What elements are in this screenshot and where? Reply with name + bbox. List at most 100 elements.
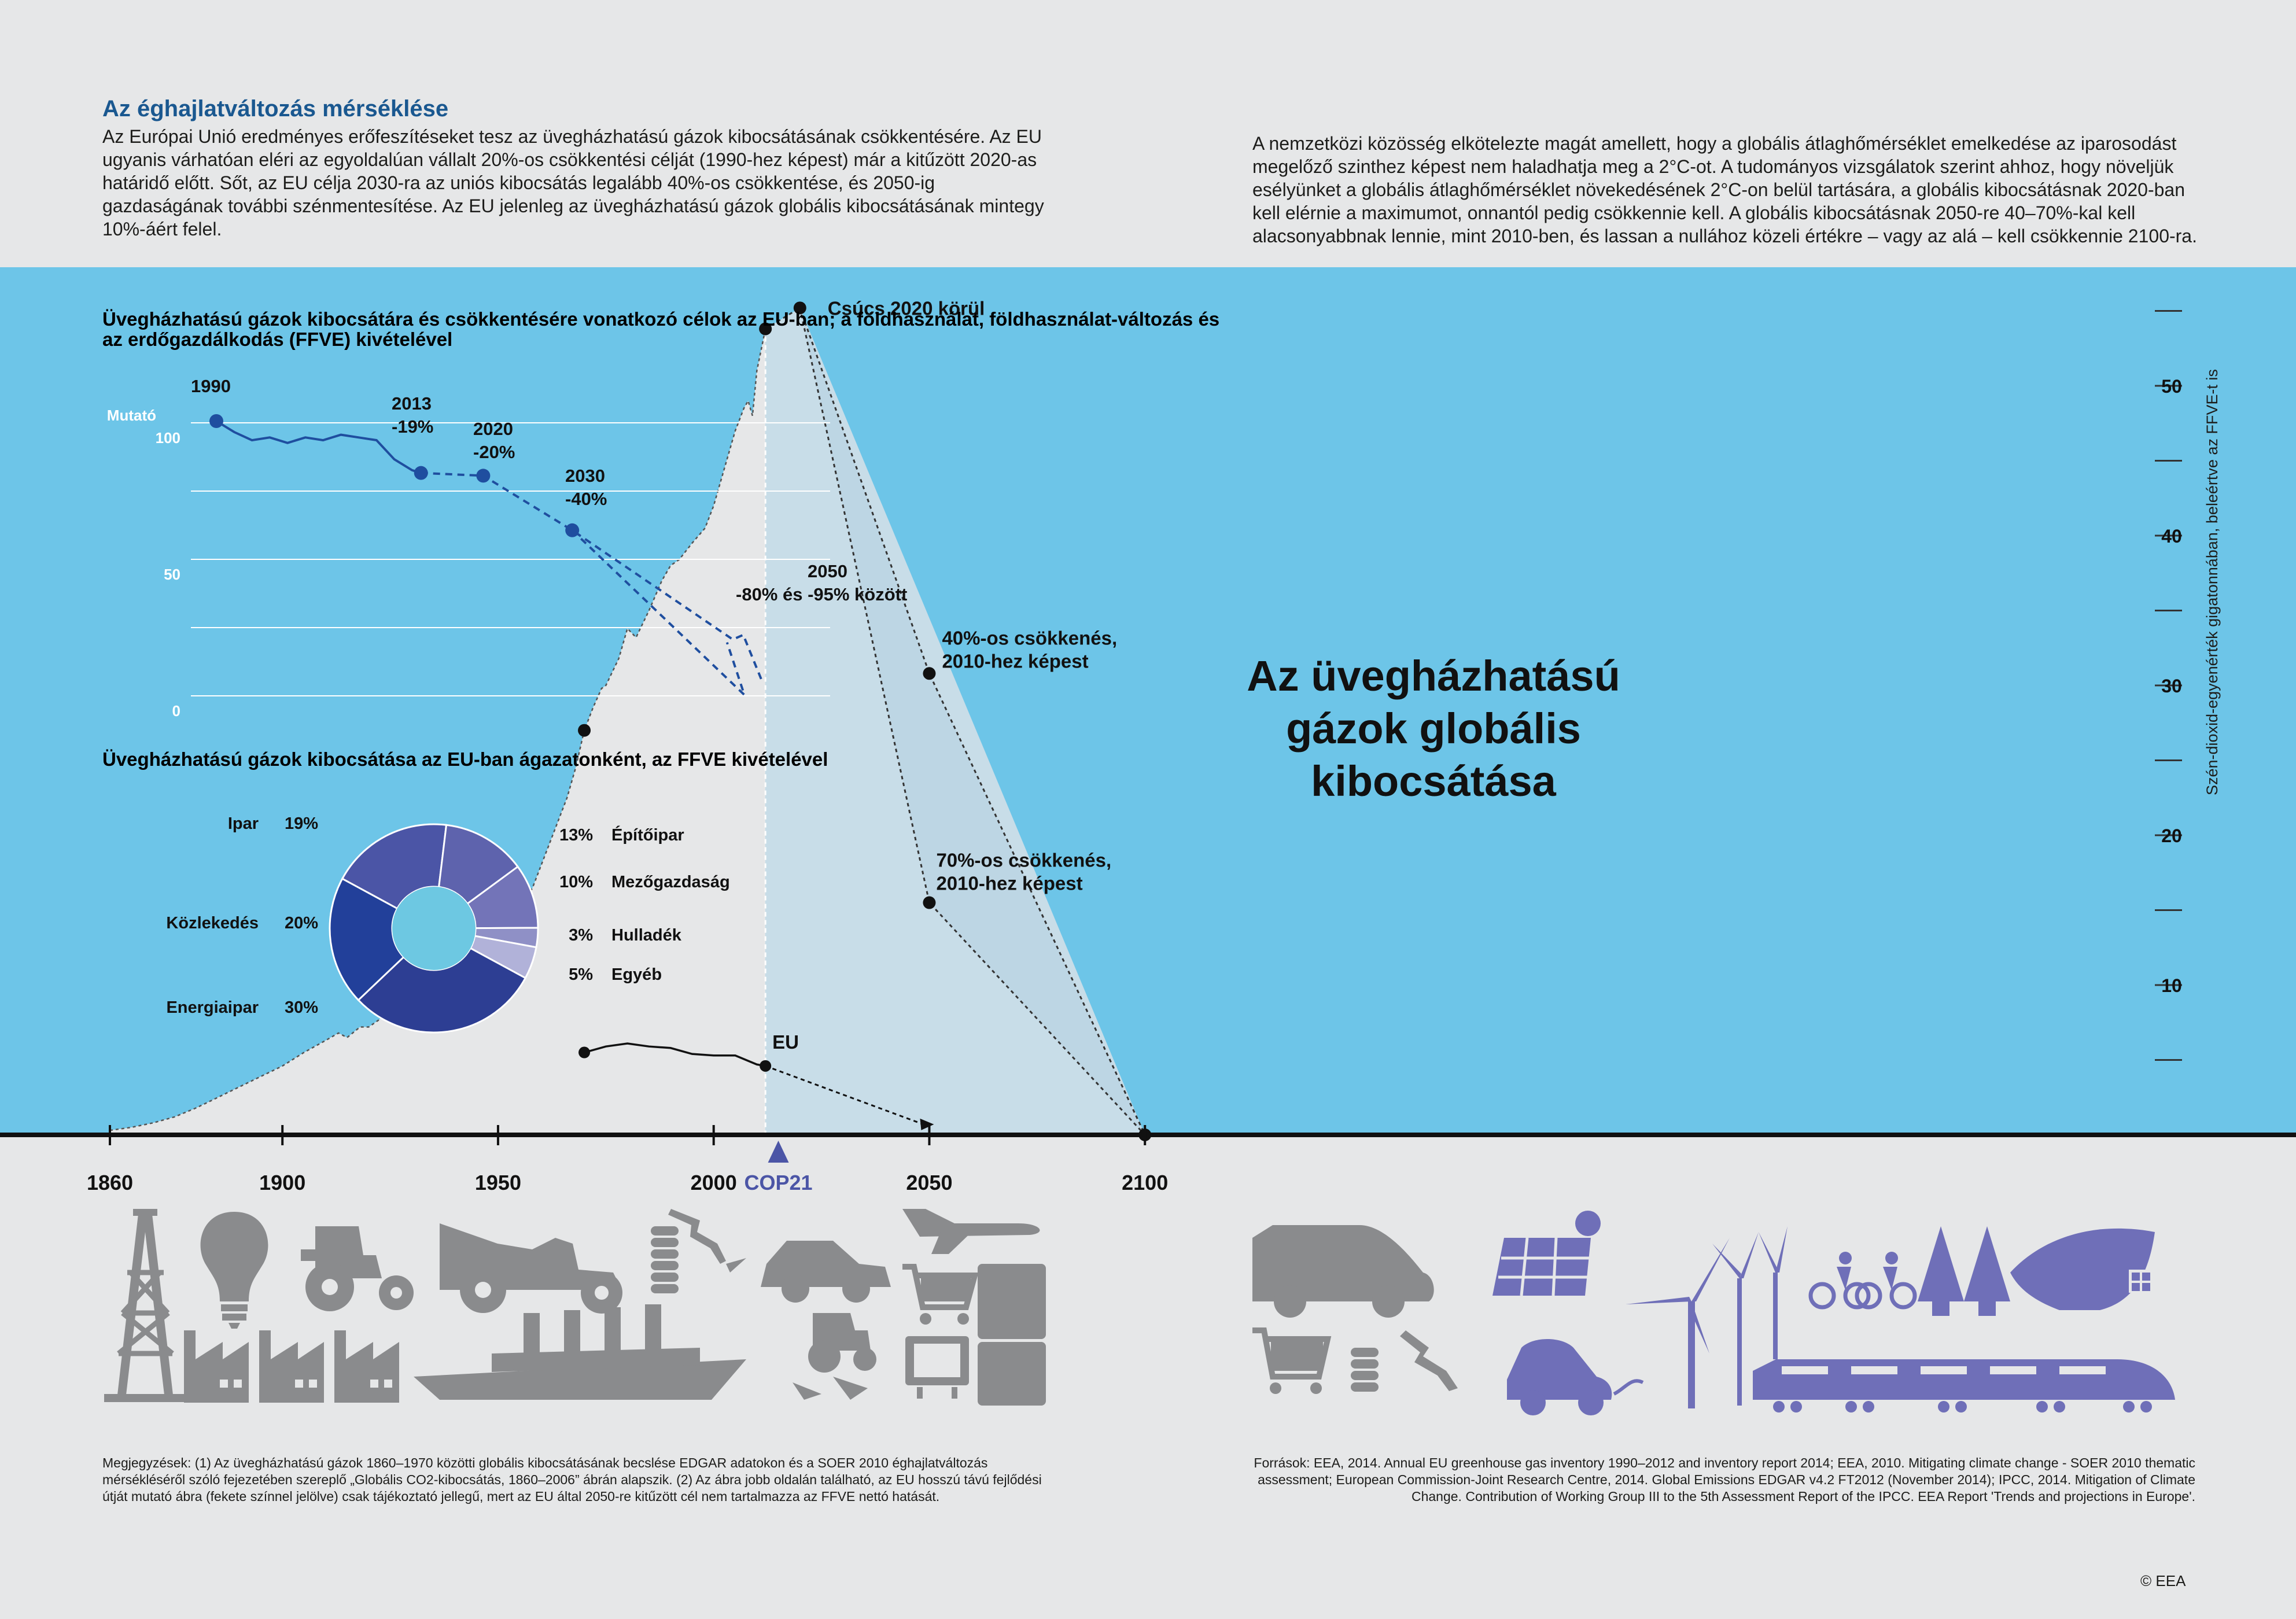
y-axis-tick-label: 20: [2161, 825, 2182, 846]
car-icon: [1252, 1225, 1434, 1318]
sector-value: 19%: [285, 814, 318, 833]
eu-targets-point: [414, 466, 428, 480]
eu-targets-dashed-path: [421, 471, 763, 696]
oil-derrick-icon: [104, 1209, 185, 1402]
wind-turbine-icon: [1626, 1226, 1788, 1408]
shopping-cart-icon: [902, 1264, 979, 1325]
projection-line: [765, 307, 1146, 1135]
annotation-label: 40%-os csökkenés,: [942, 627, 1117, 648]
eu-targets-label: 2050: [808, 561, 847, 581]
trees-icon: [1918, 1226, 2010, 1316]
eu-emissions-line: [584, 1042, 766, 1067]
y-axis-tick-label: 30: [2161, 676, 2182, 696]
eu-series: EU: [578, 1031, 934, 1130]
annotation-label: 2010-hez képest: [942, 650, 1088, 672]
eu-targets-label: 1990: [191, 376, 231, 396]
coins-icon: [651, 1209, 746, 1293]
eu-targets-label: -80% és -95% között: [736, 584, 907, 604]
eu-targets-ylabel: Mutató: [107, 407, 156, 424]
eu-targets-dashed-segment: [571, 529, 746, 696]
eu-targets-title: az erdőgazdálkodás (FFVE) kivételével: [102, 329, 452, 350]
television-icon: [905, 1336, 969, 1399]
y-axis-tick-label: 40: [2161, 526, 2182, 547]
annotation-label: Csúcs 2020 körül: [828, 297, 985, 319]
light-bulb-icon: [200, 1212, 268, 1329]
sector-name: Egyéb: [611, 965, 662, 984]
eu-start-point: [578, 1046, 591, 1059]
eu-targets-ytick: 50: [164, 566, 180, 583]
sector-name: Ipar: [228, 814, 259, 833]
sector-name: Energiaipar: [166, 998, 259, 1017]
car-icon: [761, 1241, 891, 1303]
x-axis-tick-label: 1860: [87, 1171, 133, 1194]
annotation-label: EU: [772, 1031, 799, 1053]
eu-targets-title: Üvegházhatású gázok kibocsátára és csökk…: [102, 308, 1219, 330]
sector-value: 10%: [559, 873, 593, 891]
donut-hole: [392, 887, 476, 970]
projection-line: [799, 308, 1146, 1136]
eu-targets-label: 2013: [392, 393, 432, 414]
train-icon: [1753, 1359, 2175, 1413]
shopping-cart-icon: [1252, 1327, 1332, 1394]
historical-icons: [104, 1209, 1046, 1406]
eu-targets-ytick: 0: [172, 702, 180, 720]
sector-value: 5%: [569, 965, 593, 984]
eu-targets-points: [209, 414, 580, 537]
x-axis-ticks: 1860 1900 1950 2000 2050 2100: [87, 1125, 1168, 1194]
eu-targets-grid: [191, 422, 830, 696]
refrigerator-icon: [978, 1264, 1046, 1406]
eu-targets-point: [209, 414, 223, 428]
intro-right-text: A nemzetközi közösség elkötelezte magát …: [1252, 133, 2197, 246]
cyclists-icon: [1808, 1252, 1917, 1310]
eu-targets-label: -19%: [392, 416, 433, 437]
eu-projection-arrow: [920, 1118, 934, 1130]
eu-targets-ytick: 100: [156, 429, 180, 447]
projection-point: [793, 301, 806, 315]
footnotes: Megjegyzések: (1) Az üvegházhatású gázok…: [102, 1455, 1042, 1504]
chart-title-line: kibocsátása: [1311, 757, 1557, 805]
eu-targets-yticks: 100 50 0: [156, 429, 180, 720]
eu-targets-dashed-segment: [421, 471, 763, 681]
solar-panel-icon: [1492, 1211, 1601, 1296]
future-icons: [1252, 1211, 2175, 1415]
y-axis-tick-label: 50: [2161, 376, 2182, 397]
airplane-icon: [902, 1209, 1040, 1254]
chart-title: Az üvegházhatású gázok globális kibocsát…: [1247, 652, 1620, 805]
eu-end-point: [760, 1060, 772, 1072]
sector-name: Mezőgazdaság: [611, 873, 730, 891]
projection-point: [578, 724, 591, 737]
sector-value: 30%: [285, 998, 318, 1017]
annotation-label: 2010-hez képest: [936, 873, 1082, 894]
eu-targets-point: [476, 469, 491, 483]
tractor-icon: [793, 1313, 876, 1400]
eu-targets-label: 2020: [473, 419, 513, 439]
annotation-label: 70%-os csökkenés,: [936, 850, 1111, 871]
historical-emissions-area: [110, 329, 766, 1135]
ship-icon: [414, 1304, 746, 1400]
projection-point: [923, 896, 936, 909]
sector-chart-title: Üvegházhatású gázok kibocsátása az EU-ba…: [102, 748, 828, 770]
sector-value: 13%: [559, 826, 593, 844]
projection-point: [923, 667, 936, 680]
eu-targets-chart: Üvegházhatású gázok kibocsátára és csökk…: [102, 308, 1219, 720]
chart-title-line: gázok globális: [1286, 705, 1581, 753]
y-axis-title: Szén-dioxid-egyenérték gigatonnában, bel…: [2203, 369, 2221, 795]
electric-car-icon: [1507, 1339, 1644, 1415]
intro-right: A nemzetközi közösség elkötelezte magát …: [1252, 132, 2213, 248]
intro-left-text: Az Európai Unió eredményes erőfeszítések…: [102, 126, 1044, 239]
sector-donut: [329, 823, 539, 1034]
y-axis-tick-label: 10: [2161, 975, 2182, 996]
leaf-house-icon: [2010, 1228, 2155, 1310]
x-axis-tick-label: 2050: [906, 1171, 952, 1194]
sources: Források: EEA, 2014. Annual EU greenhous…: [1254, 1455, 2195, 1504]
sector-name: Hulladék: [611, 926, 682, 945]
eu-projection-line: [765, 1065, 924, 1126]
sector-name: Közlekedés: [166, 914, 259, 932]
chart-title-line: Az üvegházhatású: [1247, 652, 1620, 700]
eu-targets-actual-line: [215, 420, 422, 474]
x-axis-tick-label: 1900: [259, 1171, 305, 1194]
sector-value: 20%: [285, 914, 318, 932]
sector-value: 3%: [569, 926, 593, 945]
x-axis-tick-label: 1950: [475, 1171, 521, 1194]
